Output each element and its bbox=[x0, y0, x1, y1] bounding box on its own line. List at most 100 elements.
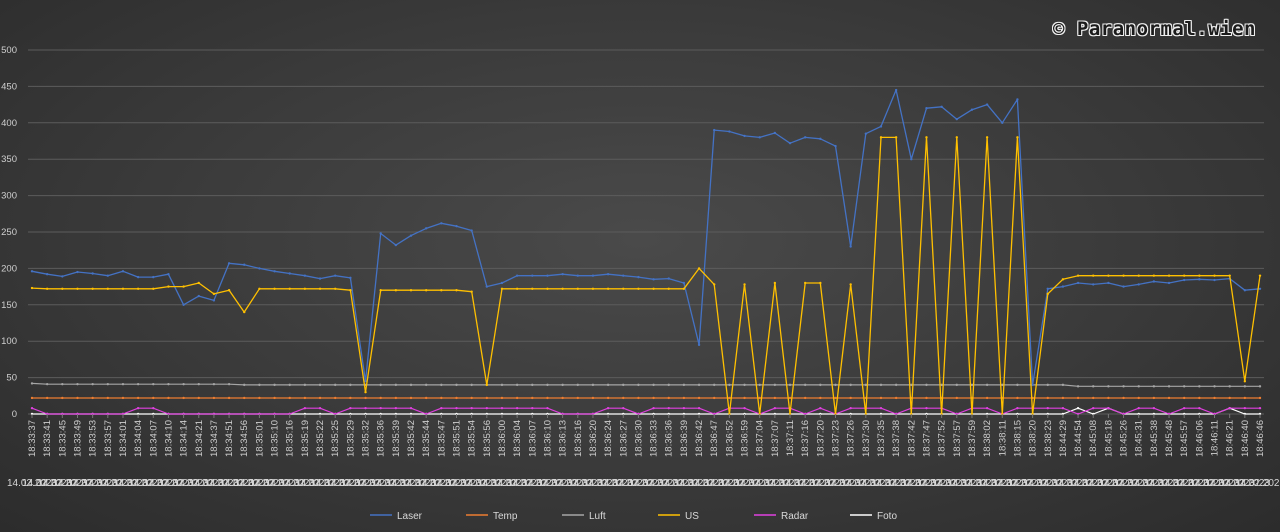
data-point-luft bbox=[227, 382, 231, 386]
x-tick-label: 18:34:04 bbox=[133, 420, 144, 457]
data-point-luft bbox=[591, 383, 595, 387]
data-point-laser bbox=[697, 343, 701, 347]
x-tick-label: 18:34:51 bbox=[224, 420, 235, 457]
x-tick-label: 18:36:24 bbox=[603, 420, 614, 457]
x-tick-label: 18:37:35 bbox=[876, 420, 887, 457]
data-point-temp bbox=[879, 396, 883, 400]
data-point-laser bbox=[76, 270, 79, 274]
data-point-temp bbox=[424, 396, 428, 400]
x-date-label: 14.02.2023 bbox=[856, 478, 906, 489]
x-tick-label: 18:34:07 bbox=[148, 420, 159, 457]
data-point-luft bbox=[394, 383, 398, 387]
data-point-temp bbox=[894, 396, 898, 400]
data-point-laser bbox=[349, 276, 352, 280]
data-point-us bbox=[485, 383, 489, 387]
data-point-luft bbox=[349, 383, 352, 387]
y-tick-label: 0 bbox=[12, 409, 17, 420]
data-point-laser bbox=[45, 273, 49, 276]
x-tick-label: 18:44:29 bbox=[1058, 420, 1069, 457]
data-point-us bbox=[985, 136, 989, 139]
x-date-label: 14.02.2023 bbox=[1144, 478, 1194, 489]
x-tick-label: 18:35:32 bbox=[361, 420, 372, 457]
x-tick-label: 18:35:01 bbox=[254, 420, 265, 457]
data-point-laser bbox=[197, 294, 200, 298]
data-point-temp bbox=[30, 396, 34, 400]
x-tick-label: 18:37:07 bbox=[770, 420, 781, 457]
x-date-label: 14.02.2023 bbox=[265, 478, 315, 489]
data-point-us bbox=[470, 290, 473, 293]
data-point-laser bbox=[682, 281, 686, 285]
data-point-us bbox=[1076, 274, 1080, 277]
x-date-label: 14.02.2023 bbox=[159, 478, 209, 489]
data-point-luft bbox=[864, 383, 868, 387]
data-point-us bbox=[1107, 274, 1110, 277]
x-tick-label: 18:45:38 bbox=[1149, 420, 1160, 457]
data-point-temp bbox=[803, 396, 807, 400]
x-tick-label: 18:34:56 bbox=[239, 420, 250, 457]
data-point-radar bbox=[349, 406, 352, 410]
x-tick-label: 18:35:56 bbox=[482, 420, 493, 457]
data-point-laser bbox=[773, 131, 777, 135]
data-point-luft bbox=[303, 383, 307, 387]
x-date-label: 14.02.2023 bbox=[371, 478, 421, 489]
data-point-temp bbox=[849, 396, 852, 400]
x-date-label: 14.02.2023 bbox=[1189, 478, 1239, 489]
data-point-us bbox=[925, 136, 928, 139]
x-tick-label: 18:35:25 bbox=[330, 420, 341, 457]
data-point-luft bbox=[152, 382, 155, 386]
data-point-temp bbox=[1167, 396, 1171, 400]
x-axis: 18:33:37 14.02.2023 18:33:41 14.02.2023 18:3… bbox=[7, 414, 1280, 489]
data-point-temp bbox=[758, 396, 761, 400]
data-point-radar bbox=[531, 406, 534, 410]
x-tick-label: 18:46:40 bbox=[1240, 420, 1251, 457]
data-point-radar bbox=[849, 406, 852, 410]
data-point-radar bbox=[667, 406, 670, 410]
data-point-luft bbox=[515, 383, 519, 387]
x-tick-label: 18:37:20 bbox=[815, 420, 826, 457]
data-point-luft bbox=[470, 383, 473, 387]
data-point-radar bbox=[152, 406, 155, 410]
data-point-luft bbox=[713, 383, 716, 387]
x-tick-label: 18:35:42 bbox=[406, 420, 417, 457]
data-point-luft bbox=[1046, 383, 1049, 387]
x-date-label: 14.02.2023 bbox=[68, 478, 118, 489]
series-line-radar bbox=[31, 407, 1260, 415]
data-point-temp bbox=[121, 396, 125, 400]
data-point-luft bbox=[440, 383, 443, 387]
data-point-temp bbox=[667, 396, 670, 400]
y-tick-label: 450 bbox=[1, 81, 17, 92]
data-point-temp bbox=[1076, 396, 1080, 400]
x-date-label: 14.02.2023 bbox=[477, 478, 527, 489]
data-point-us bbox=[682, 287, 686, 290]
data-point-us bbox=[455, 289, 458, 292]
x-date-label: 14.02.2023 bbox=[280, 478, 330, 489]
data-point-laser bbox=[106, 274, 110, 277]
data-point-luft bbox=[925, 383, 928, 387]
data-point-foto bbox=[1076, 406, 1080, 410]
data-point-laser bbox=[30, 270, 34, 273]
data-point-luft bbox=[546, 383, 549, 387]
data-point-us bbox=[45, 287, 49, 290]
x-date-label: 14.02.2023 bbox=[128, 478, 178, 489]
x-date-label: 14.02.2023 bbox=[1235, 478, 1280, 489]
x-date-label: 14.02.2023 bbox=[340, 478, 390, 489]
data-point-us bbox=[713, 283, 716, 286]
data-point-temp bbox=[364, 396, 367, 400]
data-point-laser bbox=[819, 137, 822, 141]
x-date-label: 14.02.2023 bbox=[492, 478, 542, 489]
data-point-laser bbox=[424, 227, 428, 230]
data-point-luft bbox=[61, 382, 64, 386]
x-date-label: 14.02.2023 bbox=[1220, 478, 1270, 489]
data-point-luft bbox=[121, 382, 125, 386]
x-tick-label: 18:33:37 bbox=[27, 420, 38, 457]
data-point-laser bbox=[622, 274, 625, 277]
x-tick-label: 18:46:11 bbox=[1210, 420, 1221, 456]
x-date-label: 14.02.2023 bbox=[1083, 478, 1133, 489]
data-point-temp bbox=[167, 396, 170, 400]
y-tick-label: 50 bbox=[6, 373, 17, 384]
x-tick-label: 18:33:41 bbox=[42, 420, 53, 457]
data-point-laser bbox=[409, 234, 413, 237]
x-date-label: 14.02.2023 bbox=[810, 478, 860, 489]
series-line-laser bbox=[31, 89, 1261, 386]
data-point-temp bbox=[728, 396, 731, 400]
